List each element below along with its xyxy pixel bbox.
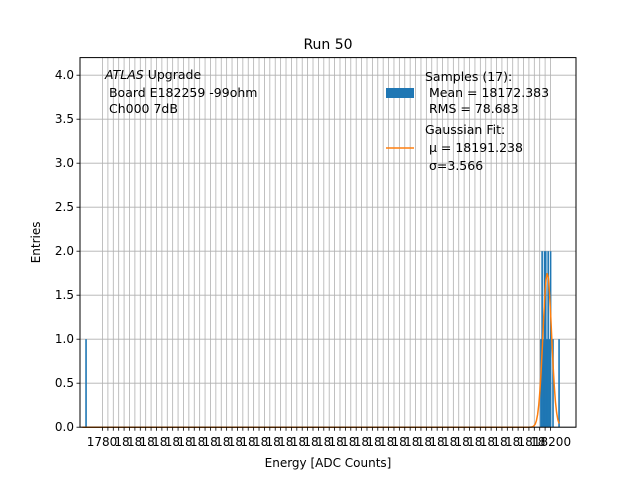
- histogram-bar: [547, 251, 549, 428]
- y-tick-label: 0.5: [55, 376, 74, 390]
- grid-lines: [80, 57, 576, 428]
- x-tick-label-overlap: 18: [480, 435, 495, 449]
- x-tick-label-overlap: 18: [303, 435, 318, 449]
- x-tick-label-overlap: 18: [266, 435, 281, 449]
- annotation-experiment: ATLAS: [104, 67, 144, 82]
- histogram-bar: [558, 339, 560, 428]
- x-tick-label-overlap: 18: [329, 435, 344, 449]
- legend: Samples (17): Mean = 18172.383 RMS = 78.…: [386, 69, 549, 173]
- annotation-line-3: Ch000 7dB: [105, 101, 178, 116]
- annotation-upgrade: Upgrade: [144, 67, 202, 82]
- y-tick-label: 1.5: [55, 288, 74, 302]
- x-tick-label-overlap: 18: [240, 435, 255, 449]
- x-tick-label-overlap: 18: [203, 435, 218, 449]
- x-tick-label-overlap: 18: [152, 435, 167, 449]
- x-tick-label-overlap: 18: [341, 435, 356, 449]
- histogram-bar: [544, 251, 547, 428]
- x-tick-label-overlap: 18: [190, 435, 205, 449]
- y-tick-label: 4.0: [55, 68, 74, 82]
- x-tick-label-overlap: 18: [114, 435, 129, 449]
- y-tick-label: 0.0: [55, 420, 74, 434]
- x-tick-label-overlap: 18: [278, 435, 293, 449]
- y-axis-label: Entries: [29, 222, 43, 264]
- x-tick-label-overlap: 18: [253, 435, 268, 449]
- x-tick-label-overlap: 18: [354, 435, 369, 449]
- histogram-bar: [542, 339, 545, 428]
- annotation-line-1: ATLAS Upgrade: [104, 67, 201, 82]
- x-tick-label-overlap: 18: [140, 435, 155, 449]
- y-tick-label: 1.0: [55, 332, 74, 346]
- x-tick-label-overlap: 18: [518, 435, 533, 449]
- x-tick-label-overlap: 18: [215, 435, 230, 449]
- histogram-bars: [85, 251, 560, 428]
- histogram-bar: [543, 251, 546, 428]
- legend-label-rms: RMS = 78.683: [425, 101, 519, 116]
- legend-label-samples: Samples (17):: [425, 69, 512, 84]
- x-tick-label-overlap: 18: [316, 435, 331, 449]
- y-tick-label: 2.5: [55, 200, 74, 214]
- x-tick-label-overlap: 18: [291, 435, 306, 449]
- x-tick-label-overlap: 18: [366, 435, 381, 449]
- x-tick-label-overlap: 18: [492, 435, 507, 449]
- x-tick-label-overlap: 18: [505, 435, 520, 449]
- histogram-bar: [85, 339, 87, 428]
- x-tick-label-overlap: 18: [127, 435, 142, 449]
- x-tick-label-overlap: 18: [530, 435, 545, 449]
- x-tick-label-overlap: 18: [404, 435, 419, 449]
- x-tick-label-first: 1780: [87, 435, 118, 449]
- legend-label-sigma: σ=3.566: [425, 158, 483, 173]
- y-tick-label: 3.0: [55, 156, 74, 170]
- x-tick-label-overlap: 18: [455, 435, 470, 449]
- histogram-bar: [552, 339, 554, 428]
- legend-label-mu: μ = 18191.238: [425, 140, 523, 155]
- x-tick-label-overlap: 18: [417, 435, 432, 449]
- x-tick-label-last: 18200: [533, 435, 571, 449]
- x-tick-label-overlap: 18: [429, 435, 444, 449]
- x-axis-label: Energy [ADC Counts]: [265, 456, 392, 470]
- annotation-line-2: Board E182259 -99ohm: [105, 85, 257, 100]
- y-tick-label: 2.0: [55, 244, 74, 258]
- legend-label-fit: Gaussian Fit:: [425, 122, 505, 137]
- x-tick-label-overlap: 18: [442, 435, 457, 449]
- x-tick-label-overlap: 18: [392, 435, 407, 449]
- x-tick-label-overlap: 18: [165, 435, 180, 449]
- histogram-bar: [546, 339, 548, 428]
- histogram-bar: [549, 251, 552, 428]
- x-tick-label-overlap: 18: [467, 435, 482, 449]
- y-tick-label: 3.5: [55, 112, 74, 126]
- x-tick-label-overlap: 18: [379, 435, 394, 449]
- x-tick-label-overlap: 18: [177, 435, 192, 449]
- legend-label-mean: Mean = 18172.383: [425, 85, 549, 100]
- histogram-bar: [548, 339, 551, 428]
- plot-frame: [79, 57, 577, 428]
- chart-title: Run 50: [303, 37, 352, 53]
- x-axis-ticks: 1780 182001818181818181818181818181818181…: [87, 427, 571, 449]
- y-axis-ticks: 0.0 0.5 1.0 1.5 2.0 2.5 3.0 3.5 4.0: [55, 68, 80, 434]
- legend-swatch-samples: [386, 88, 414, 98]
- x-tick-label-overlap: 18: [228, 435, 243, 449]
